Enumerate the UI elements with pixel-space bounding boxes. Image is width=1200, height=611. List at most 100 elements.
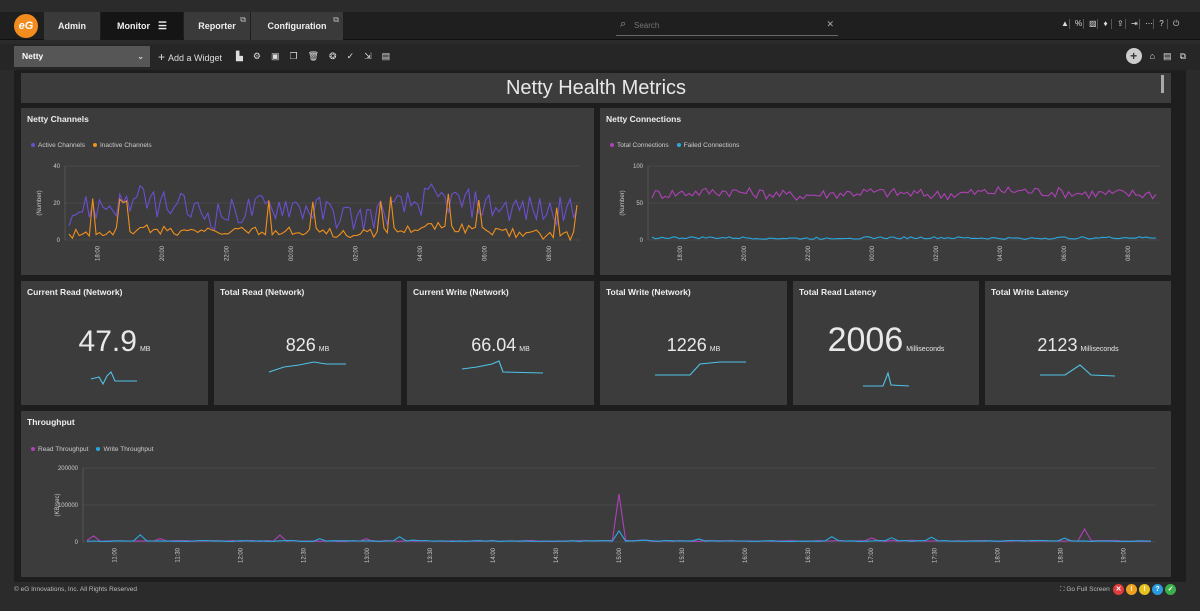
critical-alarm-icon[interactable]: ✕ [1113, 584, 1124, 595]
tab-monitor[interactable]: Monitor ☰ [101, 12, 183, 40]
x-tick-label: 12:30 [302, 547, 308, 563]
x-tick-label: 17:30 [932, 547, 938, 563]
x-tick-label: 17:00 [869, 547, 875, 563]
legend-dot [610, 143, 614, 148]
series-line-0 [86, 493, 1152, 542]
tab-admin[interactable]: Admin [44, 12, 100, 40]
fullscreen-button[interactable]: ⛶ Go Full Screen [1060, 586, 1110, 594]
add-circle-icon[interactable]: + [1125, 48, 1142, 64]
share-icon[interactable]: ❂ [329, 51, 337, 61]
footer: © eG Innovations, Inc. All Rights Reserv… [0, 584, 1200, 598]
x-tick-label: 16:30 [806, 547, 812, 563]
legend-item[interactable]: Write Throughput [96, 446, 153, 453]
x-tick-label: 06:00 [482, 245, 488, 261]
y-tick-label: 100000 [58, 503, 79, 509]
kpi-value-group: 1226 MB [600, 335, 787, 356]
info-alarm-icon[interactable]: ? [1152, 584, 1163, 595]
y-tick-label: 100 [633, 164, 644, 170]
export-window-icon[interactable]: ⧉ [1179, 50, 1186, 61]
tab-configuration[interactable]: Configuration ⧉ [251, 12, 343, 40]
alarm-indicators: ✕ ! ! ? ✓ [1113, 584, 1176, 595]
kpi-value: 1226 [666, 335, 707, 355]
legend-item[interactable]: Failed Connections [676, 142, 739, 149]
home-icon[interactable]: ⌂ [1149, 51, 1156, 61]
power-icon[interactable]: ⏻ [1173, 19, 1180, 28]
search-input[interactable] [634, 18, 814, 32]
dashboard-canvas: Netty Health Metrics Netty Channels Acti… [14, 70, 1186, 582]
x-tick-label: 20:00 [742, 245, 748, 261]
sparkline [1040, 364, 1116, 377]
add-widget-button[interactable]: + Add a Widget [158, 50, 222, 64]
connections-widget: Netty Connections Total Connections Fail… [600, 108, 1171, 275]
link-icon[interactable]: % [1075, 19, 1084, 29]
chevron-down-icon: ⌄ [137, 52, 144, 61]
copy-icon[interactable]: ❐ [289, 51, 298, 61]
clear-icon[interactable]: ✕ [826, 19, 834, 29]
x-tick-label: 11:00 [113, 547, 119, 562]
kpi-total-read: Total Read (Network) 826 MB [214, 281, 401, 405]
x-tick-label: 02:00 [934, 245, 940, 261]
scrollbar[interactable] [1161, 75, 1164, 93]
external-link-icon[interactable]: ⧉ [240, 15, 246, 24]
document-icon[interactable]: ▤ [1163, 50, 1172, 61]
x-tick-label: 08:00 [547, 245, 553, 261]
y-axis-label: (KB/sec) [55, 493, 61, 516]
legend-item[interactable]: Read Throughput [31, 446, 88, 453]
y-tick-label: 200000 [58, 466, 79, 472]
widget-title: Current Read (Network) [27, 287, 123, 297]
tab-reporter[interactable]: Reporter ⧉ [184, 12, 250, 40]
legend-item[interactable]: Active Channels [31, 142, 85, 149]
kpi-value: 66.04 [471, 335, 517, 355]
save-icon[interactable]: ▤ [381, 51, 391, 61]
eg-logo[interactable]: eG [14, 14, 38, 38]
kpi-unit: MB [519, 346, 530, 353]
legend-label: Total Connections [617, 142, 669, 149]
layout-icon[interactable]: ▙ [236, 51, 243, 61]
legend-item[interactable]: Total Connections [610, 142, 669, 149]
help-icon[interactable]: ? [1159, 19, 1168, 29]
series-line-0 [68, 183, 578, 231]
toolbar-icons: ▙ ⚙ ▣ ❐ 🗑 ❂ ✓ ⇲ ▤ [236, 51, 390, 62]
y-axis-label: (Number) [620, 190, 626, 215]
check-icon[interactable]: ✓ [346, 51, 355, 61]
dashboard-select[interactable]: Netty ⌄ [14, 46, 150, 67]
connections-chart: 100 50 0 (Number) 18:00 20:00 22:00 00:00 02:00 0… [620, 164, 1160, 261]
export-icon[interactable]: ⇲ [364, 51, 372, 61]
gear-icon[interactable]: ⚙ [252, 51, 261, 61]
dashboard-select-value: Netty [22, 51, 44, 61]
kpi-value-group: 2123 Milliseconds [985, 335, 1171, 356]
legend-item[interactable]: Inactive Channels [92, 142, 152, 149]
chart-legend: Active Channels Inactive Channels [31, 142, 152, 149]
major-alarm-icon[interactable]: ! [1126, 584, 1137, 595]
dashboard-toolbar: Netty ⌄ + Add a Widget ▙ ⚙ ▣ ❐ 🗑 ❂ ✓ ⇲ ▤ … [0, 44, 1200, 70]
chart-icon[interactable]: ▨ [1089, 19, 1098, 29]
series-line-1 [86, 529, 1152, 542]
legend-dot [676, 143, 681, 148]
x-tick-label: 18:00 [95, 245, 101, 261]
image-icon[interactable]: ▣ [271, 51, 280, 61]
upload-icon[interactable]: ⇪ [1117, 19, 1126, 29]
kpi-current-write: Current Write (Network) 66.04 MB [407, 281, 594, 405]
x-tick-label: 15:00 [617, 547, 623, 563]
trash-icon[interactable]: 🗑 [307, 51, 320, 61]
legend-dot [96, 447, 101, 452]
external-link-icon[interactable]: ⧉ [333, 15, 339, 24]
more-icon[interactable]: ⋯ [1145, 19, 1154, 29]
add-widget-label: Add a Widget [168, 53, 223, 63]
x-tick-label: 20:00 [160, 245, 166, 261]
dashboard-title: Netty Health Metrics [21, 73, 1171, 103]
x-tick-label: 08:00 [1126, 245, 1132, 261]
logout-icon[interactable]: ⇥ [1131, 19, 1140, 29]
channels-widget: Netty Channels Active Channels Inactive … [21, 108, 594, 275]
x-tick-label: 02:00 [353, 245, 359, 261]
menu-icon[interactable]: ☰ [158, 21, 167, 32]
sparkline-path [268, 361, 346, 373]
minor-alarm-icon[interactable]: ! [1139, 584, 1150, 595]
bell-icon[interactable]: ▲ [1061, 19, 1070, 29]
alert-icon[interactable]: ♦ [1103, 19, 1112, 29]
fullscreen-icon: ⛶ [1060, 586, 1067, 593]
sparkline [90, 371, 137, 386]
sparkline [655, 361, 746, 376]
normal-status-icon[interactable]: ✓ [1165, 584, 1176, 595]
y-tick-label: 40 [53, 164, 60, 170]
